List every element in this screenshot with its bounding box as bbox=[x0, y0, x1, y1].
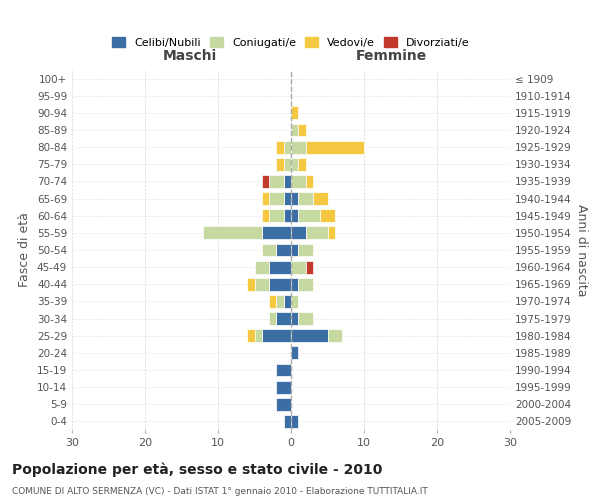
Bar bbox=[298, 192, 313, 205]
Bar bbox=[247, 278, 254, 290]
Bar bbox=[328, 330, 342, 342]
Bar bbox=[291, 330, 328, 342]
Bar bbox=[298, 278, 313, 290]
Bar bbox=[284, 295, 291, 308]
Bar bbox=[203, 226, 262, 239]
Bar bbox=[277, 364, 291, 376]
Bar bbox=[262, 226, 291, 239]
Bar bbox=[298, 124, 305, 136]
Legend: Celibi/Nubili, Coniugati/e, Vedovi/e, Divorziati/e: Celibi/Nubili, Coniugati/e, Vedovi/e, Di… bbox=[108, 32, 474, 52]
Bar bbox=[291, 192, 298, 205]
Bar bbox=[291, 244, 298, 256]
Bar bbox=[262, 244, 277, 256]
Bar bbox=[305, 140, 364, 153]
Bar bbox=[269, 312, 277, 325]
Text: COMUNE DI ALTO SERMENZA (VC) - Dati ISTAT 1° gennaio 2010 - Elaborazione TUTTITA: COMUNE DI ALTO SERMENZA (VC) - Dati ISTA… bbox=[12, 488, 428, 496]
Bar bbox=[247, 330, 254, 342]
Bar bbox=[291, 295, 298, 308]
Bar bbox=[305, 175, 313, 188]
Bar bbox=[277, 380, 291, 394]
Bar bbox=[291, 226, 305, 239]
Bar bbox=[291, 278, 298, 290]
Bar bbox=[269, 260, 291, 274]
Bar bbox=[291, 175, 305, 188]
Bar bbox=[277, 140, 284, 153]
Bar bbox=[284, 210, 291, 222]
Text: Popolazione per età, sesso e stato civile - 2010: Popolazione per età, sesso e stato civil… bbox=[12, 462, 382, 477]
Bar bbox=[269, 192, 284, 205]
Bar bbox=[284, 192, 291, 205]
Bar bbox=[291, 158, 298, 170]
Bar bbox=[262, 330, 291, 342]
Bar bbox=[254, 260, 269, 274]
Text: Maschi: Maschi bbox=[163, 49, 217, 63]
Bar bbox=[277, 244, 291, 256]
Bar bbox=[291, 346, 298, 360]
Bar bbox=[320, 210, 335, 222]
Bar bbox=[305, 226, 328, 239]
Bar bbox=[291, 312, 298, 325]
Bar bbox=[298, 158, 305, 170]
Text: Femmine: Femmine bbox=[356, 49, 427, 63]
Bar bbox=[291, 124, 298, 136]
Bar bbox=[298, 244, 313, 256]
Bar bbox=[277, 312, 291, 325]
Bar bbox=[291, 415, 298, 428]
Bar bbox=[291, 210, 298, 222]
Bar bbox=[254, 330, 262, 342]
Bar bbox=[291, 260, 305, 274]
Bar bbox=[254, 278, 269, 290]
Bar bbox=[284, 415, 291, 428]
Bar bbox=[269, 278, 291, 290]
Bar bbox=[262, 210, 269, 222]
Bar bbox=[284, 175, 291, 188]
Bar bbox=[277, 295, 284, 308]
Bar bbox=[284, 158, 291, 170]
Bar bbox=[313, 192, 328, 205]
Bar bbox=[262, 175, 269, 188]
Bar bbox=[305, 260, 313, 274]
Bar bbox=[277, 158, 284, 170]
Bar bbox=[298, 312, 313, 325]
Bar bbox=[262, 192, 269, 205]
Bar bbox=[291, 140, 305, 153]
Bar bbox=[277, 398, 291, 410]
Y-axis label: Fasce di età: Fasce di età bbox=[19, 212, 31, 288]
Bar bbox=[269, 175, 284, 188]
Bar bbox=[298, 210, 320, 222]
Y-axis label: Anni di nascita: Anni di nascita bbox=[575, 204, 588, 296]
Bar bbox=[284, 140, 291, 153]
Bar bbox=[291, 106, 298, 120]
Bar bbox=[269, 295, 277, 308]
Bar bbox=[328, 226, 335, 239]
Bar bbox=[269, 210, 284, 222]
